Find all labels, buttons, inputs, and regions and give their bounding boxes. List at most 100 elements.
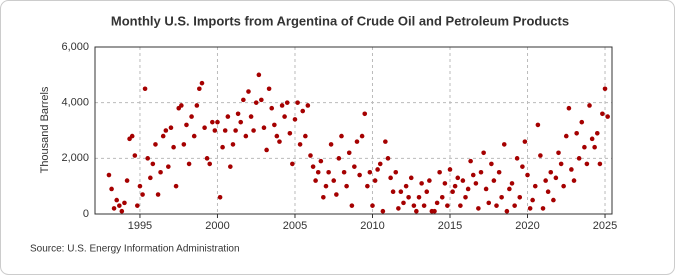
point xyxy=(233,128,238,133)
point xyxy=(367,169,373,175)
y-tick-label: 0 xyxy=(83,208,89,220)
plot-frame xyxy=(94,46,613,215)
point xyxy=(401,200,406,206)
point xyxy=(532,183,538,189)
chart-title: Monthly U.S. Imports from Argentina of C… xyxy=(111,13,569,28)
point xyxy=(434,200,440,206)
point xyxy=(566,105,572,111)
point xyxy=(561,183,566,189)
point xyxy=(349,203,355,208)
point xyxy=(166,164,171,169)
point xyxy=(346,150,352,156)
point xyxy=(150,161,156,167)
point xyxy=(109,186,114,192)
point xyxy=(287,130,293,136)
point xyxy=(522,139,528,144)
point xyxy=(491,178,497,183)
point xyxy=(204,156,210,161)
point xyxy=(481,150,486,156)
point xyxy=(486,200,492,206)
point xyxy=(587,103,592,108)
point xyxy=(357,172,362,178)
point xyxy=(365,183,370,189)
point xyxy=(496,169,502,175)
point xyxy=(569,167,574,172)
point xyxy=(576,156,582,161)
point xyxy=(272,122,277,128)
point xyxy=(132,153,138,158)
point xyxy=(463,195,468,200)
point xyxy=(217,195,223,200)
point xyxy=(122,200,127,206)
point xyxy=(455,175,461,181)
point xyxy=(548,169,554,175)
point xyxy=(282,114,287,119)
x-tick-label: 2015 xyxy=(438,220,462,232)
point xyxy=(597,161,603,167)
point xyxy=(173,183,179,189)
point xyxy=(145,156,151,161)
point xyxy=(212,128,218,133)
point xyxy=(571,178,577,183)
point xyxy=(594,130,600,136)
point xyxy=(119,208,125,214)
point xyxy=(403,183,409,189)
point xyxy=(419,181,424,186)
point xyxy=(117,203,122,208)
point xyxy=(592,144,597,150)
point xyxy=(388,175,393,181)
point xyxy=(450,189,455,195)
point xyxy=(207,161,213,167)
point xyxy=(442,181,448,186)
point xyxy=(290,161,295,167)
point xyxy=(140,192,145,197)
point xyxy=(414,208,419,214)
point xyxy=(111,206,117,211)
point xyxy=(256,72,262,78)
point xyxy=(194,103,200,108)
point xyxy=(424,189,430,195)
point xyxy=(558,161,564,167)
point xyxy=(432,208,437,214)
point xyxy=(545,189,551,195)
point xyxy=(473,181,479,186)
point xyxy=(377,161,383,167)
point xyxy=(494,203,499,208)
point xyxy=(243,133,249,139)
point xyxy=(344,183,349,189)
point xyxy=(489,161,494,167)
point xyxy=(168,125,174,131)
x-tick-label: 1995 xyxy=(128,220,152,232)
point xyxy=(321,195,326,200)
x-tick-label: 2025 xyxy=(593,220,617,232)
point xyxy=(483,186,489,192)
point xyxy=(305,103,311,108)
point xyxy=(553,175,559,181)
point xyxy=(303,133,308,139)
point xyxy=(225,114,231,119)
point xyxy=(323,183,329,189)
point xyxy=(362,111,368,117)
point xyxy=(600,111,605,117)
point xyxy=(507,186,512,192)
point xyxy=(499,195,504,200)
point xyxy=(385,156,391,161)
point xyxy=(129,133,135,139)
point xyxy=(476,206,481,211)
point xyxy=(574,130,579,136)
point xyxy=(543,178,548,183)
point xyxy=(421,203,427,208)
point xyxy=(184,122,189,128)
source: Source: U.S. Energy Information Administ… xyxy=(30,244,240,255)
point xyxy=(222,128,228,133)
point xyxy=(284,100,290,105)
point xyxy=(246,89,251,94)
point xyxy=(458,203,463,208)
y-tick-label: 2,000 xyxy=(61,152,89,164)
point xyxy=(398,189,404,195)
point xyxy=(155,192,161,197)
point xyxy=(370,203,375,208)
point xyxy=(393,169,399,175)
point xyxy=(605,114,610,119)
